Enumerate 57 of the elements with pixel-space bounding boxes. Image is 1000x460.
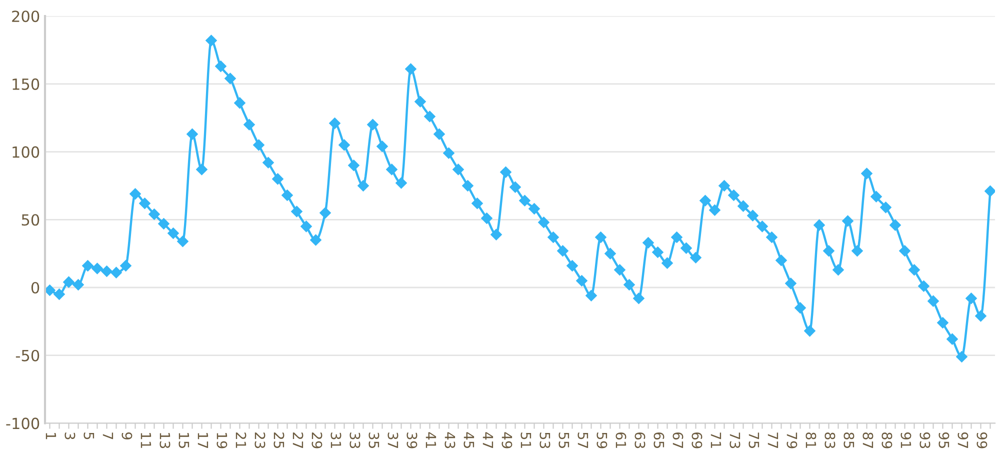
x-tick-label: 85 — [844, 432, 854, 448]
x-tick-label: 7 — [102, 432, 114, 440]
x-tick-label: 49 — [502, 432, 512, 448]
x-tick-label: 89 — [882, 432, 892, 448]
x-tick-label: 83 — [824, 432, 836, 448]
x-tick-label: 15 — [178, 433, 190, 448]
x-tick-label: 5 — [84, 432, 94, 440]
x-tick-label: 59 — [596, 432, 608, 448]
y-tick-label: -50 — [16, 350, 40, 362]
x-tick-label: 93 — [920, 432, 930, 448]
x-tick-label: 25 — [274, 432, 284, 448]
y-tick-label: 200 — [12, 10, 40, 22]
x-tick-label: 69 — [692, 432, 702, 448]
x-tick-label: 77 — [768, 432, 778, 448]
x-tick-label: 87 — [862, 432, 874, 448]
x-tick-label: 29 — [312, 432, 322, 448]
x-tick-label: 27 — [292, 432, 304, 448]
y-tick-label: 0 — [31, 282, 40, 294]
x-tick-label: 35 — [368, 432, 380, 448]
x-tick-label: 43 — [444, 432, 456, 448]
x-tick-label: 13 — [160, 433, 170, 448]
x-tick-label: 91 — [900, 432, 912, 448]
x-tick-label: 41 — [426, 432, 436, 448]
x-tick-label: 65 — [654, 432, 664, 448]
x-tick-label: 63 — [634, 432, 646, 448]
x-tick-label: 61 — [616, 432, 626, 448]
x-tick-label: 23 — [254, 432, 266, 448]
x-tick-label: 45 — [464, 432, 474, 448]
x-tick-label: 71 — [710, 432, 722, 448]
x-tick-label: 51 — [520, 432, 532, 448]
y-tick-label: 150 — [12, 78, 40, 90]
y-tick-label: 100 — [12, 146, 40, 158]
x-tick-label: 17 — [198, 433, 208, 448]
x-tick-label: 47 — [482, 432, 494, 448]
x-tick-label: 9 — [122, 432, 132, 440]
x-tick-label: 33 — [350, 432, 360, 448]
x-tick-label: 95 — [938, 432, 950, 448]
x-tick-label: 37 — [388, 432, 398, 448]
x-tick-label: 39 — [406, 432, 418, 448]
x-tick-label: 19 — [216, 433, 228, 448]
x-tick-label: 67 — [672, 432, 684, 448]
x-tick-label: 55 — [558, 432, 570, 448]
x-tick-label: 99 — [976, 432, 988, 448]
x-tick-label: 3 — [64, 432, 76, 440]
x-tick-label: 79 — [786, 432, 798, 448]
x-tick-label: 57 — [578, 432, 588, 448]
x-tick-label: 1 — [46, 433, 56, 440]
x-tick-label: 97 — [958, 432, 968, 448]
x-tick-label: 53 — [540, 432, 550, 448]
y-tick-label: 50 — [22, 214, 40, 226]
y-tick-label: -100 — [6, 418, 40, 430]
x-tick-label: 73 — [730, 432, 740, 448]
x-tick-label: 31 — [330, 432, 342, 448]
x-tick-label: 11 — [140, 433, 152, 448]
x-tick-label: 75 — [748, 432, 760, 448]
x-tick-label: 21 — [236, 432, 246, 448]
x-tick-label: 81 — [806, 432, 816, 448]
